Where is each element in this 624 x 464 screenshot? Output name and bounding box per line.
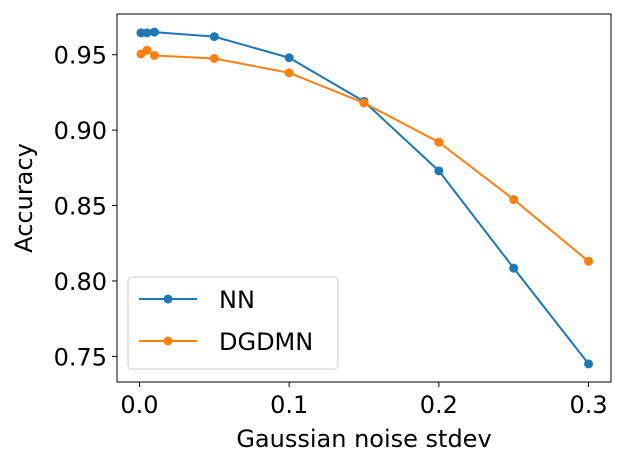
data-point-dgdmn [142,45,152,55]
legend-label-dgdmn: DGDMN [219,328,313,356]
data-point-dgdmn [359,98,369,108]
data-point-dgdmn [509,195,519,205]
data-point-dgdmn [284,68,294,78]
x-tick-label: 0.1 [270,391,308,419]
data-point-nn [509,263,519,273]
x-tick-label: 0.0 [120,391,158,419]
data-point-dgdmn [584,256,594,266]
legend-marker-dgdmn [163,336,173,346]
axis-ticks: 0.0 0.1 0.2 0.3 0.75 0.80 0.85 0.90 0.95 [54,42,608,419]
y-tick-label: 0.80 [54,268,107,296]
data-point-nn [142,28,152,38]
data-point-dgdmn [209,53,219,63]
y-tick-label: 0.85 [54,193,107,221]
legend-marker-nn [163,294,173,304]
data-point-nn [584,359,594,369]
legend-label-nn: NN [219,286,255,314]
x-axis-label: Gaussian noise stdev [236,425,491,453]
y-tick-label: 0.95 [54,42,107,70]
data-point-dgdmn [149,50,159,60]
data-point-nn [284,53,294,63]
data-point-nn [209,32,219,42]
data-point-nn [434,166,444,176]
y-tick-label: 0.75 [54,343,107,371]
series-line-dgdmn [140,48,590,263]
x-tick-label: 0.3 [569,391,607,419]
y-axis-label: Accuracy [10,143,38,253]
plot-frame [116,13,612,383]
x-tick-label: 0.2 [420,391,458,419]
data-point-nn [149,27,159,37]
legend: NN DGDMN [127,276,339,370]
data-point-dgdmn [434,137,444,147]
plot-area [136,27,594,369]
y-tick-label: 0.90 [54,117,107,145]
